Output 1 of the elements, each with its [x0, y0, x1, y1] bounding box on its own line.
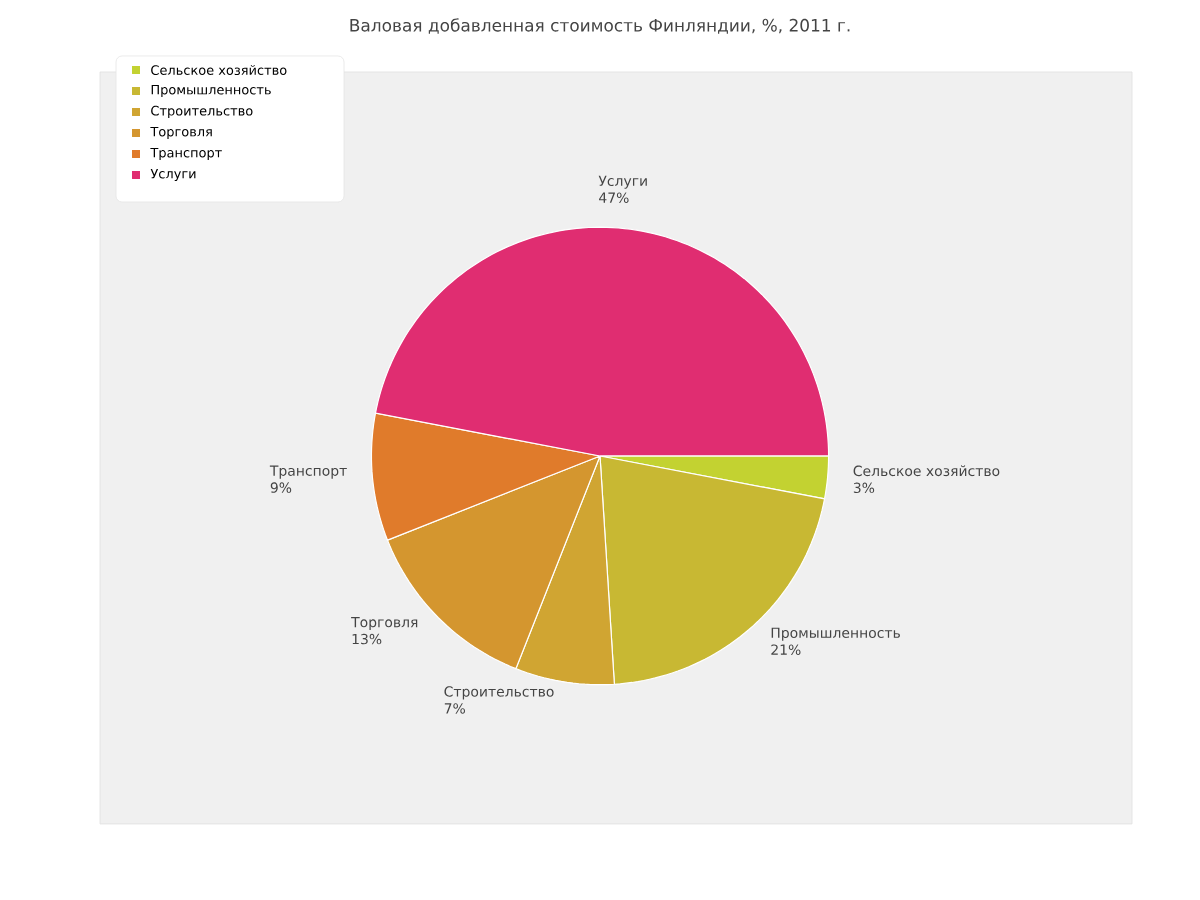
chart-title: Валовая добавленная стоимость Финляндии, %, 2011 г.: [350, 18, 850, 34]
